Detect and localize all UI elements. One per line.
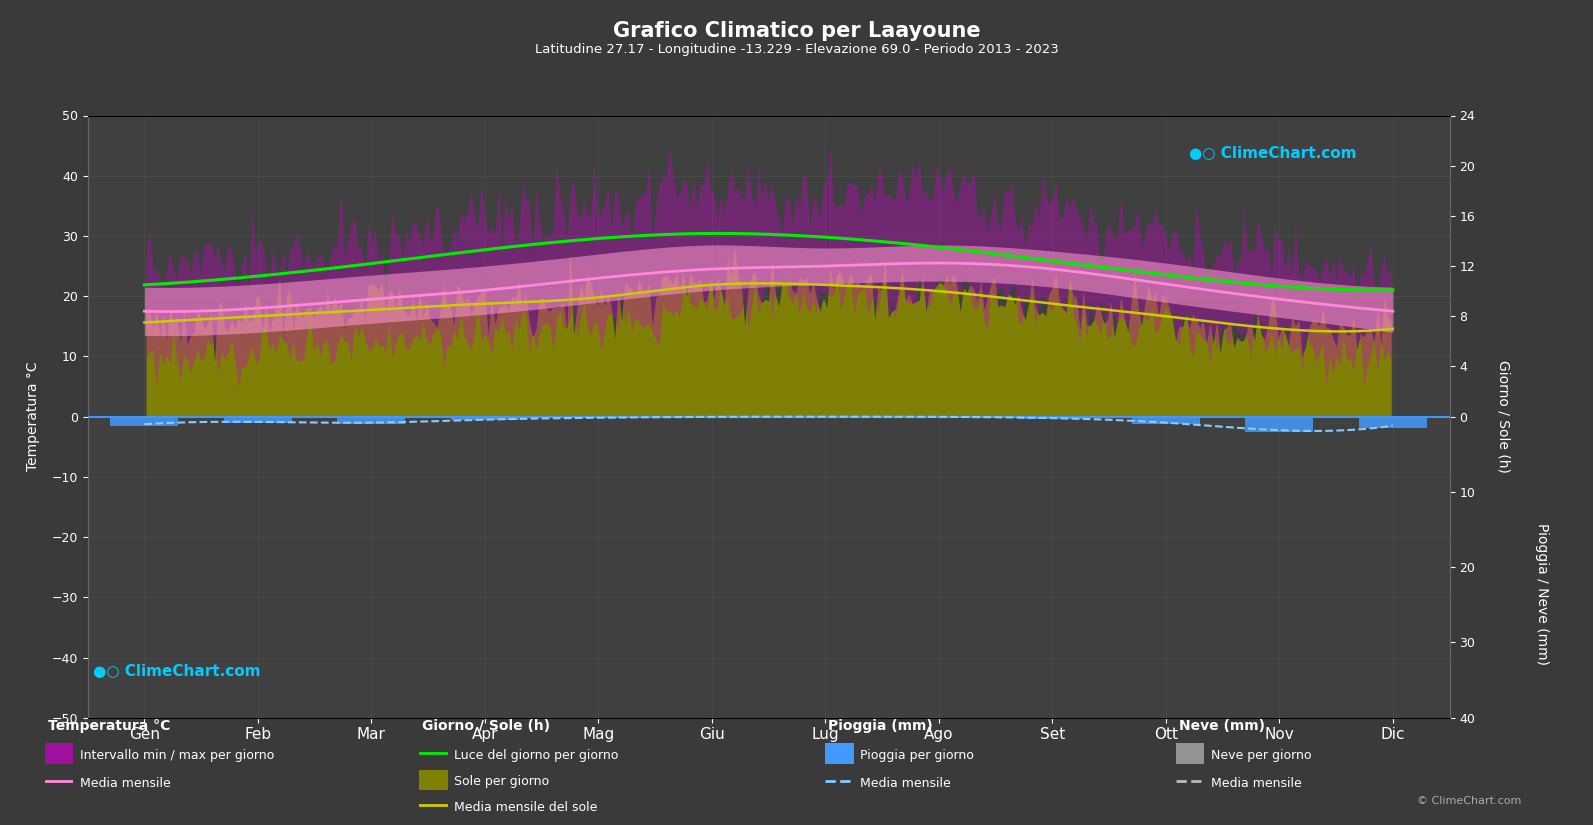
Text: Pioggia / Neve (mm): Pioggia / Neve (mm): [1536, 523, 1548, 665]
Text: Pioggia (mm): Pioggia (mm): [828, 719, 933, 733]
Text: Neve per giorno: Neve per giorno: [1211, 749, 1311, 762]
Bar: [451, 417, 519, 421]
Text: Temperatura °C: Temperatura °C: [48, 719, 170, 733]
Text: Pioggia per giorno: Pioggia per giorno: [860, 749, 973, 762]
Text: Media mensile: Media mensile: [860, 777, 951, 790]
Bar: [338, 417, 406, 424]
Bar: [223, 417, 292, 422]
Text: Media mensile: Media mensile: [1211, 777, 1301, 790]
Text: Neve (mm): Neve (mm): [1179, 719, 1265, 733]
Text: Luce del giorno per giorno: Luce del giorno per giorno: [454, 749, 618, 762]
Text: Media mensile: Media mensile: [80, 777, 170, 790]
Text: Sole per giorno: Sole per giorno: [454, 776, 550, 789]
Text: Intervallo min / max per giorno: Intervallo min / max per giorno: [80, 749, 274, 762]
Text: Media mensile del sole: Media mensile del sole: [454, 801, 597, 814]
Y-axis label: Temperatura °C: Temperatura °C: [25, 362, 40, 471]
Bar: [1133, 417, 1200, 424]
Text: Latitudine 27.17 - Longitudine -13.229 - Elevazione 69.0 - Periodo 2013 - 2023: Latitudine 27.17 - Longitudine -13.229 -…: [535, 43, 1058, 56]
Text: © ClimeChart.com: © ClimeChart.com: [1416, 796, 1521, 806]
Text: Grafico Climatico per Laayoune: Grafico Climatico per Laayoune: [613, 21, 980, 40]
Text: ●○ ClimeChart.com: ●○ ClimeChart.com: [94, 663, 261, 679]
Text: ●○ ClimeChart.com: ●○ ClimeChart.com: [1188, 146, 1356, 161]
Bar: [564, 417, 632, 418]
Text: Giorno / Sole (h): Giorno / Sole (h): [422, 719, 550, 733]
Y-axis label: Giorno / Sole (h): Giorno / Sole (h): [1496, 361, 1510, 473]
Bar: [110, 417, 178, 426]
Bar: [1246, 417, 1314, 431]
Bar: [1018, 417, 1086, 419]
Bar: [1359, 417, 1427, 428]
